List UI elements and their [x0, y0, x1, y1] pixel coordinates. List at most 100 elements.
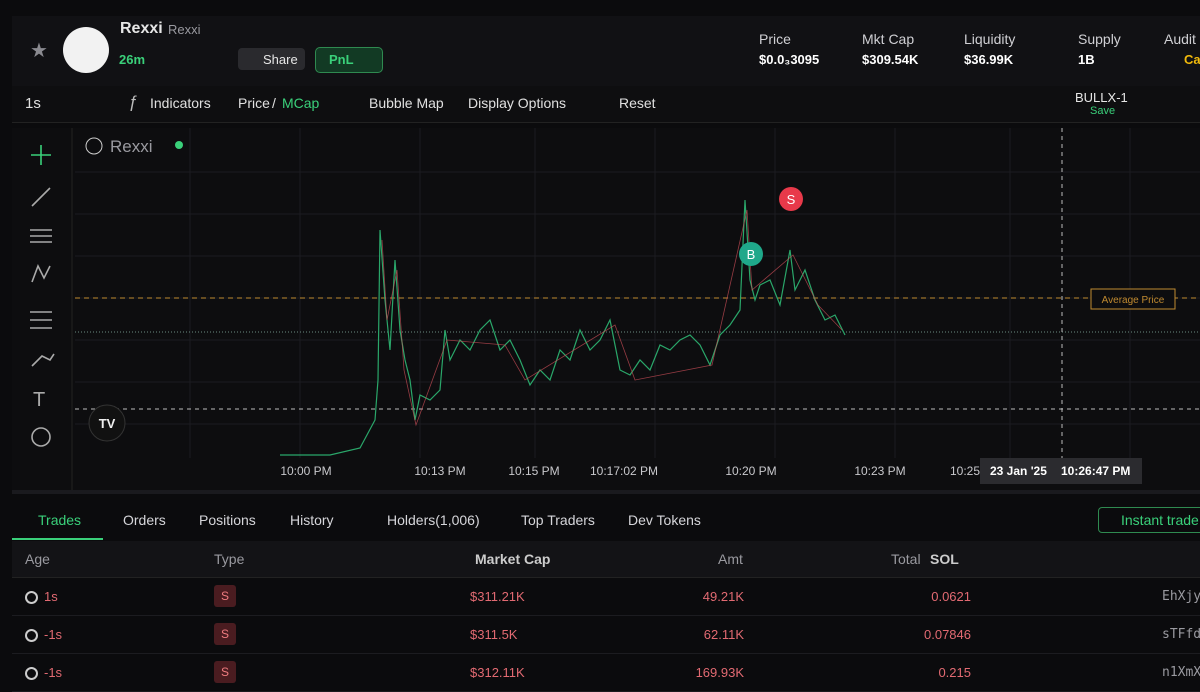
row-age: -1s [44, 627, 63, 642]
table-row [12, 616, 1200, 654]
sell-marker [779, 187, 803, 211]
text-tool[interactable]: T [33, 389, 45, 411]
tab[interactable]: Top Traders [521, 512, 595, 528]
price-trace-down [381, 209, 843, 427]
row-maker: sTFfd [1162, 627, 1200, 642]
emoji-tool[interactable] [31, 427, 51, 447]
reset[interactable]: Reset [619, 95, 656, 111]
row-age-icon [25, 629, 38, 642]
layout-save[interactable]: Save [1090, 105, 1116, 117]
chart-bg [12, 128, 1200, 494]
token-ticker: Rexxi [168, 22, 201, 37]
row-type: S [214, 585, 236, 607]
x-label: 10:25 [949, 464, 981, 478]
row-age: -1s [44, 665, 63, 680]
instant-trade-label: Instant trade [1121, 512, 1199, 528]
toolbar [12, 86, 1200, 123]
share-label: Share [263, 52, 298, 67]
table-header [12, 541, 1200, 578]
grid [75, 128, 1200, 458]
stat-label: Price [759, 31, 791, 47]
x-label: 10:00 PM [280, 464, 332, 478]
column-header[interactable]: SOL [930, 551, 959, 567]
stat-value: $309.54K [862, 52, 919, 67]
x-label: 10:20 PM [725, 464, 777, 478]
table-row [12, 578, 1200, 616]
row-age-icon [25, 591, 38, 604]
pnl-button[interactable] [315, 47, 383, 73]
token-age: 26m [119, 52, 146, 67]
share-button[interactable] [238, 48, 305, 70]
stat-value: $0.0₃3095 [759, 52, 820, 67]
display-options[interactable]: Display Options [468, 95, 567, 111]
row-age: 1s [44, 589, 58, 604]
stat-value: 1B [1078, 52, 1095, 67]
interval[interactable]: 1s [25, 95, 41, 112]
tab[interactable]: Dev Tokens [628, 512, 701, 528]
column-header[interactable]: Total [891, 551, 921, 567]
row-maker: EhXjy [1162, 589, 1200, 604]
x-label: 10:15 PM [508, 464, 560, 478]
column-header[interactable]: Market Cap [475, 551, 551, 567]
stat-value: $36.99K [964, 52, 1014, 67]
drawing-tools[interactable] [30, 145, 55, 367]
tab[interactable]: Orders [123, 512, 166, 528]
sell-marker-label: S [787, 192, 796, 207]
x-label: 10:13 PM [414, 464, 466, 478]
resize-divider[interactable] [12, 490, 1200, 494]
table-row [12, 654, 1200, 692]
row-type: S [214, 661, 236, 683]
row-amount: 169.93K [695, 665, 744, 680]
crosshair-time: 10:26:47 PM [1061, 464, 1131, 478]
live-dot [175, 141, 183, 149]
tab[interactable]: Positions [199, 512, 256, 528]
row-total: 0.07846 [924, 627, 971, 642]
column-header[interactable]: Age [25, 551, 50, 567]
x-label: 10:17:02 PM [589, 464, 659, 478]
header-bar [12, 16, 1200, 86]
crosshair-date: 23 Jan '25 [990, 464, 1047, 478]
mcap-toggle[interactable]: MCap [282, 95, 320, 111]
toggle-slash: / [272, 95, 276, 111]
chart-legend: Rexxi [110, 137, 153, 156]
tab[interactable]: History [290, 512, 334, 528]
price-trace [280, 199, 846, 456]
tab[interactable]: Trades [38, 512, 82, 528]
tv-logo-text: TV [99, 416, 116, 431]
indicators[interactable]: Indicators [150, 95, 211, 111]
tab[interactable]: Holders(1,006) [387, 512, 480, 528]
pnl-label: PnL [329, 52, 354, 67]
stat-label: Liquidity [964, 31, 1016, 47]
stat-label: Audit [1164, 31, 1196, 47]
crosshair-date-box [980, 458, 1142, 484]
row-market-cap: $312.11K [470, 665, 525, 680]
row-type: S [214, 623, 236, 645]
row-market-cap: $311.21K [470, 589, 525, 604]
row-market-cap: $311.5K [470, 627, 518, 642]
price-toggle[interactable]: Price [238, 95, 270, 111]
row-total: 0.215 [938, 665, 971, 680]
instant-trade-button[interactable] [1098, 507, 1200, 533]
layout-name[interactable]: BULLX-1 [1075, 90, 1128, 105]
average-price-label: Average Price [1102, 295, 1165, 306]
tv-logo [88, 404, 126, 442]
token-avatar [63, 27, 109, 73]
row-total: 0.0621 [931, 589, 971, 604]
page: ★ Rexxi Rexxi 26m Share PnL Price $0.0₃3… [12, 16, 1200, 692]
token-name: Rexxi [120, 20, 163, 37]
favorite-star[interactable]: ★ [30, 40, 48, 62]
stat-label: Mkt Cap [862, 31, 915, 47]
row-amount: 62.11K [703, 627, 744, 642]
column-header: Amt [718, 551, 743, 567]
buy-marker-label: B [747, 247, 756, 262]
average-price-box [1090, 288, 1176, 310]
legend-icon [85, 137, 103, 155]
buy-marker [739, 242, 763, 266]
active-tab-underline [12, 538, 103, 540]
fx-icon: ƒ [128, 92, 138, 111]
row-maker: n1XmX [1162, 665, 1200, 680]
row-age-icon [25, 667, 38, 680]
x-label: 10:23 PM [854, 464, 906, 478]
column-header: Type [214, 551, 245, 567]
bubble-map[interactable]: Bubble Map [369, 95, 444, 111]
